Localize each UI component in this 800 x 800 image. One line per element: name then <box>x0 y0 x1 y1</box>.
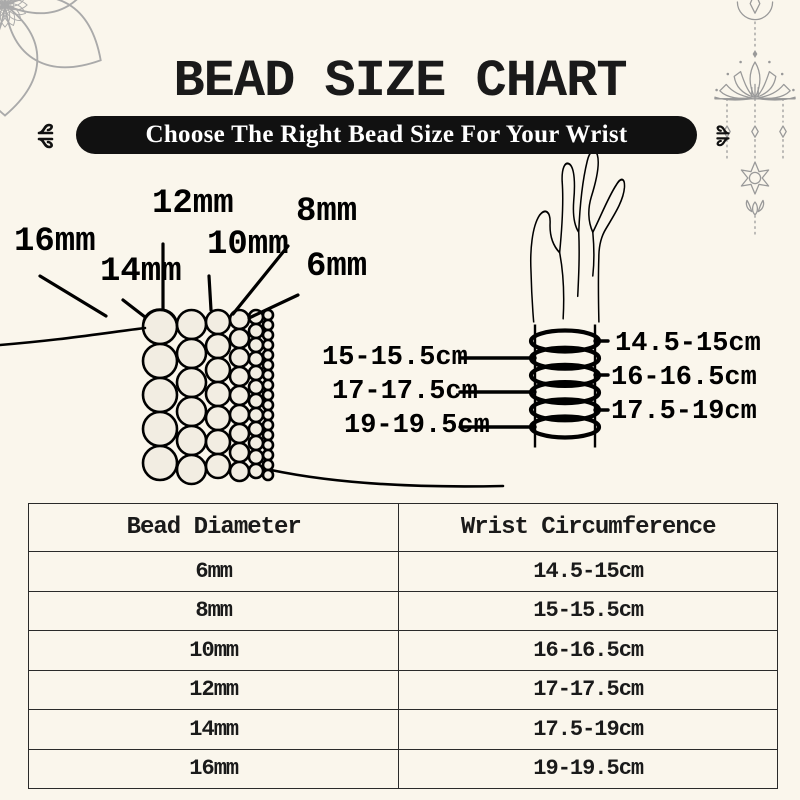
svg-text:17-17.5cm: 17-17.5cm <box>332 377 478 407</box>
svg-text:14.5-15cm: 14.5-15cm <box>615 329 761 359</box>
svg-text:17.5-19cm: 17.5-19cm <box>611 397 757 427</box>
svg-text:15-15.5cm: 15-15.5cm <box>322 343 468 373</box>
svg-text:16-16.5cm: 16-16.5cm <box>611 363 757 393</box>
